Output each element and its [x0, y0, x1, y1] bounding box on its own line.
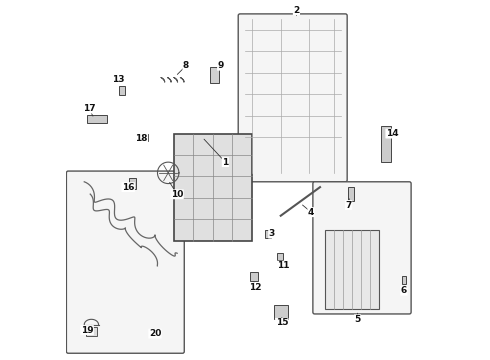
Text: 13: 13 [112, 76, 124, 85]
Text: 17: 17 [83, 104, 95, 113]
FancyBboxPatch shape [273, 305, 288, 319]
FancyBboxPatch shape [313, 182, 411, 314]
FancyBboxPatch shape [86, 327, 97, 336]
FancyBboxPatch shape [381, 126, 391, 162]
FancyBboxPatch shape [66, 171, 184, 353]
FancyBboxPatch shape [325, 230, 379, 309]
Text: 20: 20 [149, 329, 161, 338]
FancyBboxPatch shape [210, 67, 219, 83]
Text: 10: 10 [171, 190, 183, 199]
FancyBboxPatch shape [119, 86, 125, 95]
FancyBboxPatch shape [347, 187, 354, 202]
Text: 8: 8 [183, 61, 189, 70]
FancyBboxPatch shape [87, 115, 107, 123]
Text: 7: 7 [345, 201, 352, 210]
Text: 11: 11 [277, 261, 290, 270]
FancyBboxPatch shape [173, 134, 252, 241]
Text: 4: 4 [308, 208, 314, 217]
Text: 16: 16 [122, 183, 134, 192]
Text: 3: 3 [269, 229, 275, 238]
Text: 2: 2 [294, 6, 299, 15]
Text: 5: 5 [354, 315, 361, 324]
Text: 19: 19 [81, 325, 94, 334]
Text: 14: 14 [386, 129, 398, 138]
Text: 12: 12 [249, 283, 261, 292]
Text: 6: 6 [401, 286, 407, 295]
Text: 15: 15 [275, 318, 288, 327]
Text: 1: 1 [222, 158, 228, 167]
FancyBboxPatch shape [402, 276, 406, 284]
FancyBboxPatch shape [277, 253, 283, 260]
FancyBboxPatch shape [265, 230, 271, 238]
FancyBboxPatch shape [250, 272, 258, 281]
FancyBboxPatch shape [142, 134, 148, 141]
Text: 18: 18 [135, 134, 147, 143]
FancyBboxPatch shape [128, 178, 136, 189]
FancyBboxPatch shape [238, 14, 347, 182]
Text: 9: 9 [218, 61, 224, 70]
